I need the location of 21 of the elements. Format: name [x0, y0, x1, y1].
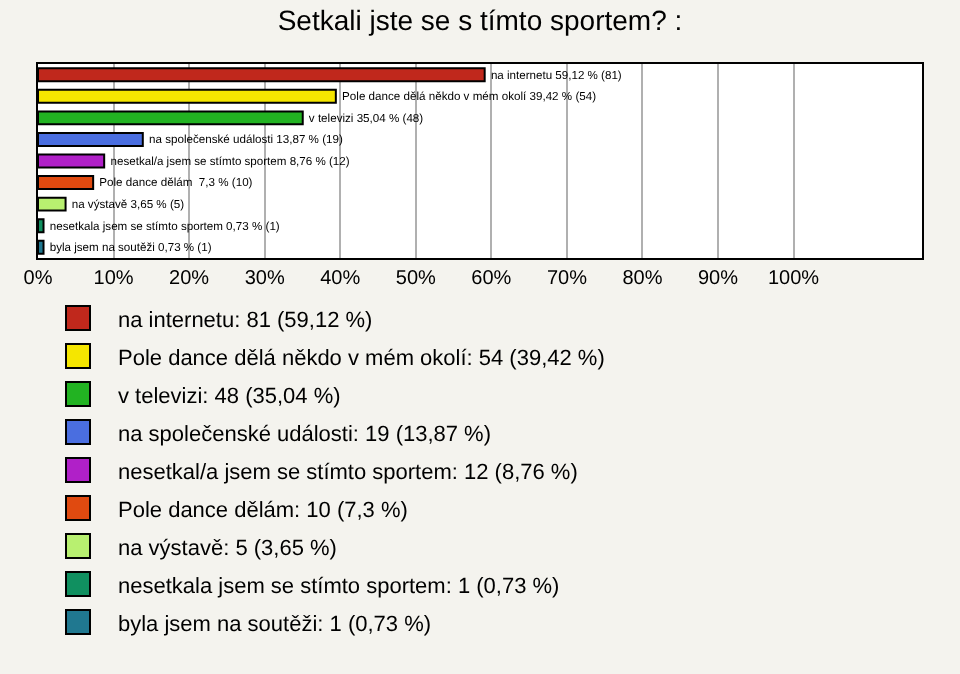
x-tick-label: 80%: [622, 268, 663, 290]
legend-label: na internetu: 81 (59,12 %): [118, 308, 373, 333]
x-tick-label: 0%: [23, 268, 53, 290]
legend-label: Pole dance dělám: 10 (7,3 %): [118, 498, 408, 523]
chart-title: Setkali jste se s tímto sportem? :: [277, 3, 683, 36]
legend-label: v televizi: 48 (35,04 %): [118, 384, 341, 409]
x-tick-label: 20%: [169, 268, 210, 290]
legend-label: na výstavě: 5 (3,65 %): [118, 536, 337, 561]
legend-label: na společenské události: 19 (13,87 %): [118, 422, 492, 447]
x-tick-label: 90%: [697, 268, 739, 290]
legend-label: Pole dance dělá někdo v mém okolí: 54 (39,42 %): [118, 346, 605, 371]
x-tick-label: 30%: [244, 268, 285, 290]
legend-label: nesetkala jsem se stímto sportem: 1 (0,73 %): [118, 574, 560, 599]
x-tick-label: 10%: [93, 268, 134, 290]
legend-label: nesetkal/a jsem se stímto sportem: 12 (8,76 %): [118, 460, 578, 485]
x-tick-label: 50%: [395, 268, 437, 290]
x-tick-label: 100%: [767, 268, 820, 290]
x-tick-label: 60%: [471, 268, 512, 290]
x-tick-label: 40%: [320, 268, 361, 290]
legend-label: byla jsem na soutěži: 1 (0,73 %): [118, 612, 432, 637]
x-tick-label: 70%: [546, 268, 588, 290]
